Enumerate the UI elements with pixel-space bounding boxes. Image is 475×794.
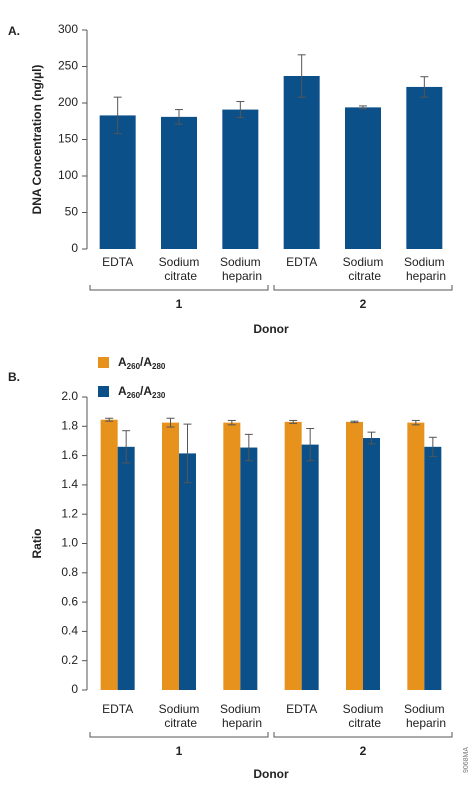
y-tick-label: 100 (58, 168, 78, 182)
error-bar (166, 417, 175, 428)
error-bar (350, 420, 359, 424)
error-bar (359, 105, 367, 110)
group-bracket (273, 285, 453, 291)
error-bar (236, 101, 245, 119)
y-tick-label: 1.6 (61, 448, 78, 462)
y-axis-label: DNA Concentration (ng/µl) (30, 65, 44, 215)
x-tick-label: Sodium citrate (343, 255, 384, 283)
error-bar (244, 433, 253, 462)
y-tick-label: 200 (58, 95, 78, 109)
y-tick-label: 1.2 (61, 506, 78, 520)
y-tick-label: 1.4 (61, 477, 78, 491)
y-tick-label: 0.2 (61, 653, 78, 667)
y-tick-label: 2.0 (61, 389, 78, 403)
panel-label: B. (8, 370, 20, 384)
error-bar (175, 109, 183, 125)
x-axis-label: Donor (253, 322, 289, 336)
y-tick-label: 0.6 (61, 594, 78, 608)
error-bar (428, 436, 437, 457)
error-bar (367, 431, 376, 445)
y-tick-label: 0.8 (61, 565, 78, 579)
figure-id: 9068MA (463, 747, 470, 773)
error-bar (289, 419, 298, 424)
bar (99, 115, 136, 249)
group-bracket (89, 732, 269, 738)
bar (100, 419, 118, 690)
x-tick-label: EDTA (102, 702, 133, 716)
bar (301, 444, 319, 690)
y-axis-label: Ratio (30, 529, 44, 559)
bar (222, 109, 259, 249)
bar (345, 107, 381, 249)
error-bar (122, 430, 131, 464)
bar (284, 421, 302, 690)
error-bar (306, 427, 315, 462)
error-bar (105, 417, 114, 422)
x-tick-label: Sodium citrate (159, 702, 200, 730)
y-tick-label: 1.0 (61, 536, 78, 550)
bar (117, 446, 135, 690)
panel-label: A. (8, 24, 20, 38)
x-tick-label: Sodium heparin (403, 702, 446, 730)
x-tick-label: EDTA (286, 702, 317, 716)
legend-swatch (98, 386, 109, 397)
y-tick-label: 300 (58, 22, 78, 36)
x-tick-label: Sodium citrate (343, 702, 384, 730)
bar (223, 422, 241, 690)
legend-swatch (98, 357, 109, 368)
error-bar (411, 419, 420, 426)
x-tick-label: Sodium citrate (159, 255, 200, 283)
bar (283, 75, 320, 250)
y-tick-label: 0 (71, 682, 78, 696)
x-tick-label: Sodium heparin (403, 255, 446, 283)
y-tick-label: 0.4 (61, 624, 78, 638)
bar (346, 421, 363, 690)
bar (424, 446, 442, 690)
x-tick-label: EDTA (286, 255, 317, 269)
error-bar (183, 423, 192, 484)
y-tick-label: 1.8 (61, 418, 78, 432)
y-tick-label: 0 (71, 241, 78, 255)
y-tick-label: 250 (58, 59, 78, 73)
bar (162, 422, 179, 690)
bar (179, 453, 196, 690)
bar (240, 447, 258, 690)
error-bar (297, 54, 306, 98)
group-label: 1 (176, 744, 183, 758)
bar (363, 438, 380, 690)
group-bracket (89, 285, 269, 291)
y-tick-label: 50 (65, 205, 79, 219)
group-bracket (273, 732, 453, 738)
x-tick-label: Sodium heparin (219, 702, 262, 730)
bar (407, 422, 425, 690)
group-label: 1 (176, 297, 183, 311)
legend-label: A260/A230 (118, 384, 166, 400)
group-label: 2 (360, 744, 367, 758)
x-tick-label: EDTA (102, 255, 133, 269)
legend-label: A260/A280 (118, 355, 166, 371)
bar (406, 86, 443, 249)
y-tick-label: 150 (58, 132, 78, 146)
x-tick-label: Sodium heparin (219, 255, 262, 283)
x-axis-label: Donor (253, 767, 289, 781)
error-bar (113, 96, 122, 135)
bar (161, 116, 197, 250)
error-bar (227, 419, 236, 426)
group-label: 2 (360, 297, 367, 311)
error-bar (420, 76, 429, 98)
